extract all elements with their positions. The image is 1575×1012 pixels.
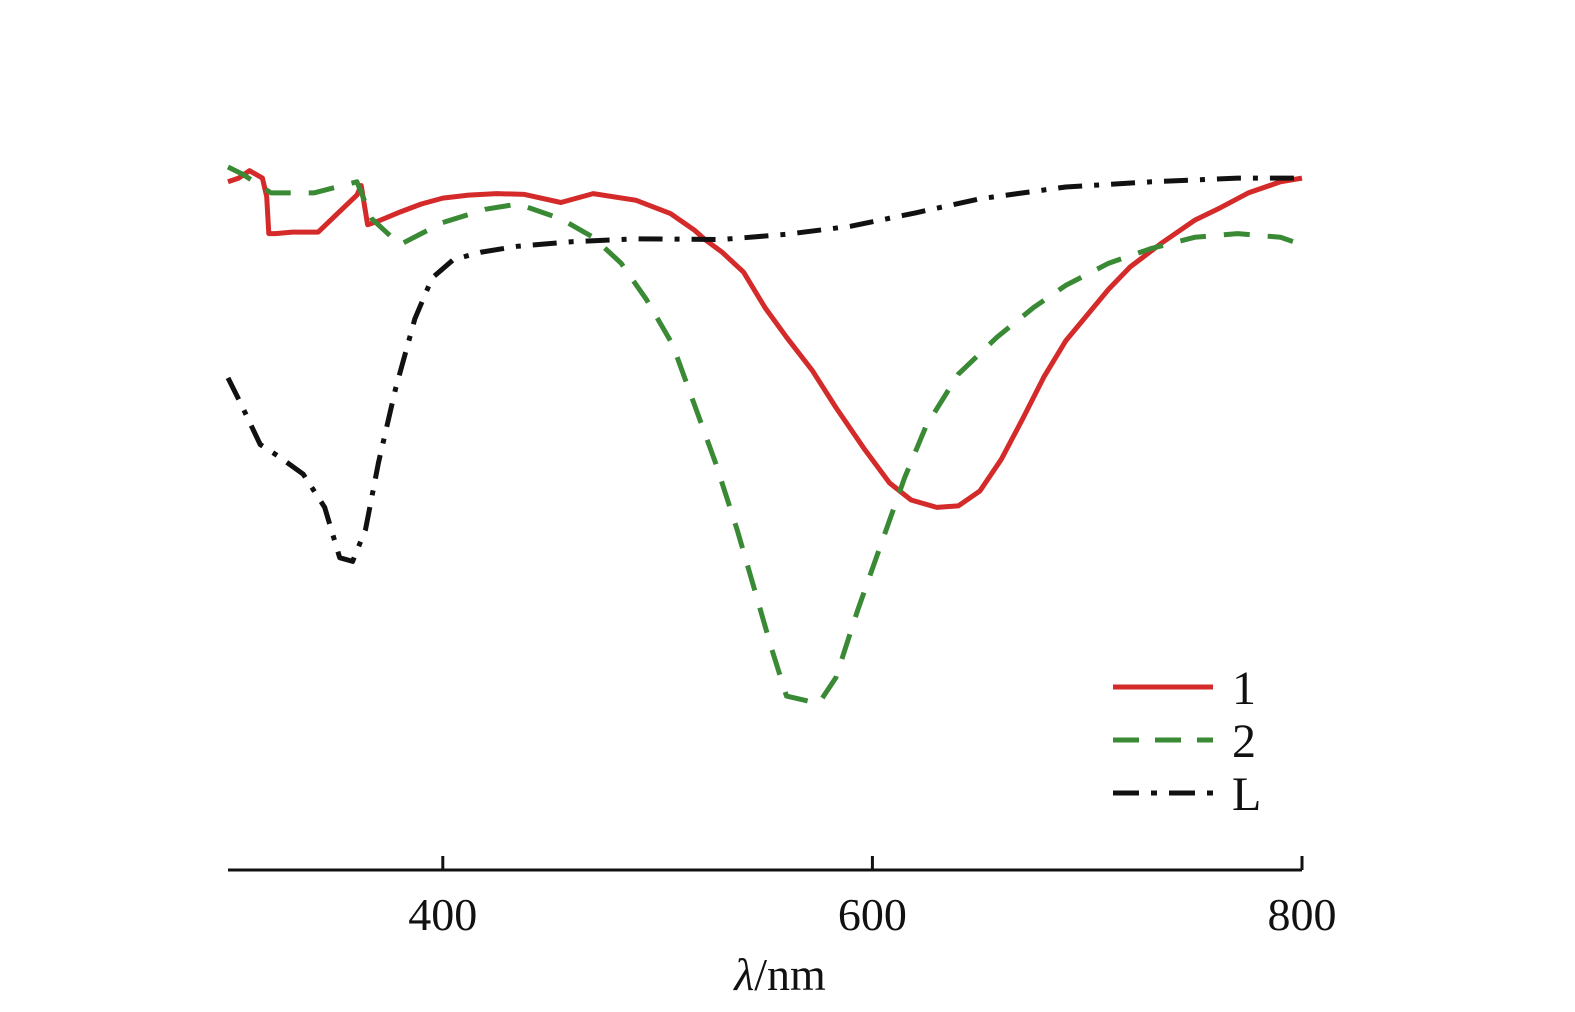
x-ticks: 400 600 800 xyxy=(408,856,1337,940)
series-line-L xyxy=(225,175,1302,564)
legend: 12L xyxy=(1113,662,1261,821)
x-axis-title-unit: /nm xyxy=(754,949,826,1000)
x-tick-label: 800 xyxy=(1268,889,1337,940)
legend-label-L: L xyxy=(1232,768,1261,821)
legend-label-1: 1 xyxy=(1232,662,1256,715)
x-axis-title: λ/nm xyxy=(732,949,826,1000)
series-line-1 xyxy=(227,168,1303,510)
x-axis: 400 600 800 xyxy=(228,856,1337,940)
x-tick-label: 600 xyxy=(838,889,907,940)
x-axis-title-symbol: λ xyxy=(732,949,754,1000)
legend-label-2: 2 xyxy=(1232,715,1256,768)
x-tick-label: 400 xyxy=(408,889,477,940)
plot-series-group xyxy=(225,164,1303,706)
series-line-2 xyxy=(226,164,1303,706)
